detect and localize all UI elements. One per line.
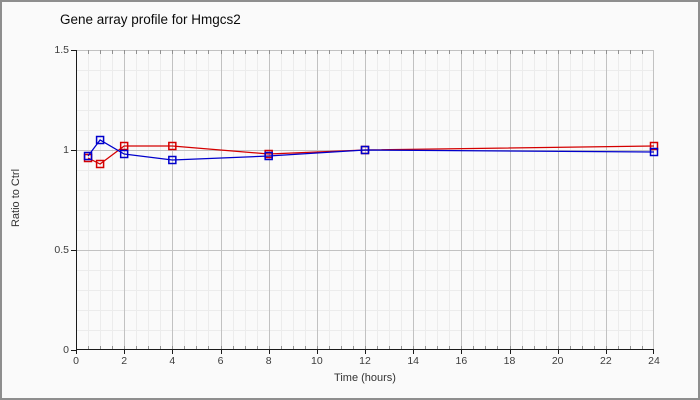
y-tick-label: 0 [63, 344, 69, 356]
chart-title: Gene array profile for Hmgcs2 [60, 12, 241, 27]
x-tick-label: 8 [265, 355, 272, 367]
plot-area [71, 50, 659, 354]
blue-series-marker [649, 147, 659, 157]
chart-canvas [71, 50, 659, 354]
red-series-marker [95, 159, 105, 169]
x-tick-label: 14 [407, 355, 419, 367]
x-axis-label: Time (hours) [334, 372, 396, 384]
blue-series-marker [360, 145, 370, 155]
y-tick-label: 1 [63, 144, 69, 156]
red-series-marker [119, 141, 129, 151]
x-tick-label: 22 [599, 355, 612, 367]
red-series-marker [168, 141, 177, 151]
x-tick-label: 12 [359, 355, 371, 367]
blue-series-marker [95, 135, 105, 145]
x-tick-label: 2 [121, 355, 128, 367]
x-tick-label: 6 [217, 355, 224, 367]
y-tick-label: 1.5 [54, 44, 69, 56]
red-series-marker [649, 141, 659, 151]
blue-series-marker [83, 151, 93, 161]
major-grid [76, 50, 654, 350]
blue-series [83, 135, 659, 165]
y-axis-label: Ratio to Ctrl [4, 48, 28, 348]
x-tick-label: 10 [310, 355, 323, 367]
x-tick-label: 18 [503, 355, 516, 367]
x-tick-label: 20 [551, 355, 564, 367]
blue-series-marker [264, 151, 273, 161]
blue-series-marker [168, 155, 177, 165]
blue-series-line [87, 139, 655, 161]
minor-grid [76, 50, 654, 350]
y-tick-label: 0.5 [54, 244, 69, 256]
y-axis-label-text: Ratio to Ctrl [10, 168, 23, 228]
x-tick-label: 16 [455, 355, 468, 367]
x-tick-label: 4 [169, 355, 176, 367]
x-tick-label: 0 [73, 355, 79, 367]
blue-series-marker [119, 149, 129, 159]
axes [71, 50, 654, 354]
x-tick-label: 24 [648, 355, 660, 367]
